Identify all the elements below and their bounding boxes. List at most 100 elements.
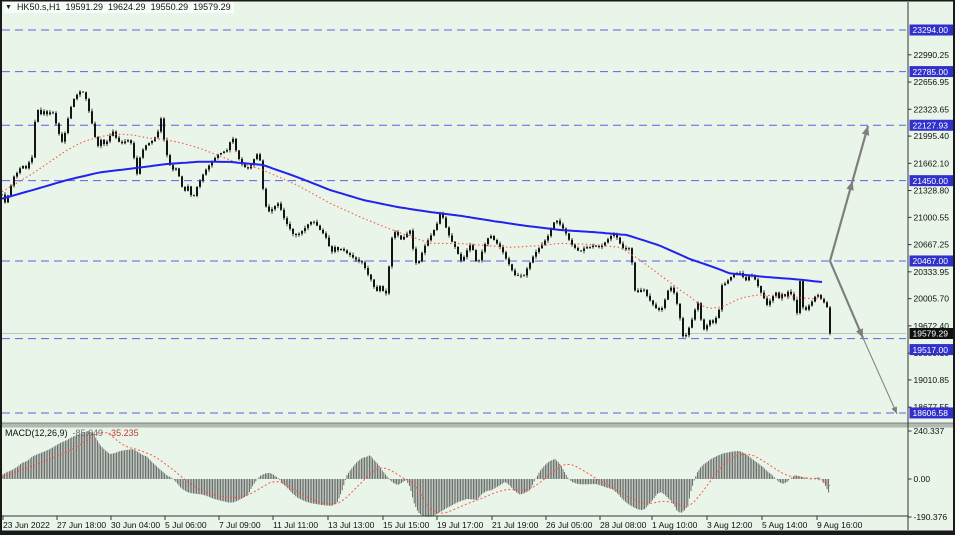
candle-body xyxy=(793,294,795,300)
candle-body xyxy=(340,248,342,251)
price-tick-label: 18677.55 xyxy=(914,402,950,412)
price-badge xyxy=(909,407,955,419)
candle-body xyxy=(607,239,609,243)
arrowhead-icon xyxy=(891,406,897,414)
candle-body xyxy=(217,154,219,158)
time-tick-label: 3 Aug 12:00 xyxy=(707,520,753,530)
candle-body xyxy=(814,296,816,302)
candle-body xyxy=(400,235,402,240)
candle-body xyxy=(79,91,81,95)
candle-body xyxy=(595,245,597,247)
candle-body xyxy=(49,112,51,115)
candle-body xyxy=(460,253,462,261)
candle-body xyxy=(343,248,345,251)
candle-body xyxy=(76,94,78,99)
ma-fast-red-dotted-line[interactable] xyxy=(1,133,823,309)
candle-body xyxy=(268,206,270,212)
time-axis[interactable]: 23 Jun 2022 27 Jun 18:00 30 Jun 04:00 5 Jul… xyxy=(2,516,863,530)
candle-body xyxy=(523,275,525,277)
down-projection-line-extension[interactable] xyxy=(862,337,898,415)
candle-body xyxy=(181,176,183,187)
candle-body xyxy=(754,275,756,280)
candle-body xyxy=(325,233,327,238)
candle-body xyxy=(283,209,285,219)
ma-slow-blue-line[interactable] xyxy=(1,160,823,283)
candle-body xyxy=(10,185,12,196)
candle-body xyxy=(457,246,459,254)
candle-body xyxy=(289,223,291,229)
candle-body xyxy=(271,209,273,212)
candle-body xyxy=(196,186,198,196)
candle-body xyxy=(514,270,516,276)
frame-left xyxy=(0,0,2,535)
candle-body xyxy=(658,308,660,311)
price-tick-label: 22323.65 xyxy=(914,104,950,114)
candle-body xyxy=(640,289,642,293)
candle-body xyxy=(148,143,150,146)
candle-body xyxy=(55,113,57,124)
price-badge xyxy=(909,327,955,339)
candle-body xyxy=(667,290,669,300)
candle-body xyxy=(646,289,648,296)
candle-body xyxy=(373,279,375,287)
candle-body xyxy=(628,248,630,250)
candle-body xyxy=(121,141,123,144)
arrowhead-icon xyxy=(856,328,863,338)
candle-body xyxy=(529,262,531,269)
up-projection-line[interactable] xyxy=(828,125,870,262)
candle-body xyxy=(85,92,87,99)
candle-body xyxy=(670,287,672,291)
candle-body xyxy=(505,252,507,259)
macd-scale-label: -190.376 xyxy=(914,512,948,522)
candle-body xyxy=(43,111,45,115)
candle-body xyxy=(211,161,213,166)
candle-body xyxy=(199,180,201,187)
candle-body xyxy=(67,118,69,133)
candle-body xyxy=(745,277,747,281)
candle-body xyxy=(136,157,138,174)
candle-body xyxy=(781,294,783,299)
candle-body xyxy=(655,304,657,309)
candle-body xyxy=(31,157,33,163)
macd-scale-label: 240.337 xyxy=(914,426,945,436)
candle-body xyxy=(382,286,384,291)
candle-body xyxy=(796,299,798,314)
price-badge xyxy=(909,255,955,267)
candle-body xyxy=(424,245,426,253)
candle-body xyxy=(346,250,348,254)
macd-indicator-label: MACD(12,26,9) -85.049 -35.235 xyxy=(5,428,139,438)
price-badge-label: 20467.00 xyxy=(913,256,949,266)
panel-separator[interactable] xyxy=(0,423,955,428)
candle-body xyxy=(478,260,480,262)
ohlc-close: 19579.29 xyxy=(193,2,231,12)
candle-body xyxy=(508,258,510,265)
candle-body xyxy=(556,220,558,223)
price-tick-label: 20667.25 xyxy=(914,240,950,250)
candle-body xyxy=(307,224,309,229)
candle-body xyxy=(118,137,120,142)
candle-body xyxy=(634,262,636,291)
candle-body xyxy=(7,195,9,203)
one-click-trading-arrow-icon[interactable]: ▼ xyxy=(5,3,12,11)
candle-body xyxy=(547,235,549,241)
candle-body xyxy=(481,251,483,261)
candle-body xyxy=(436,223,438,230)
candle-body xyxy=(577,247,579,251)
candle-body xyxy=(685,335,687,337)
level-lines xyxy=(2,29,906,414)
candle-body xyxy=(256,154,258,160)
candle-body xyxy=(820,295,822,300)
candle-body xyxy=(760,286,762,293)
macd-main-value: -85.049 xyxy=(72,428,104,438)
down-projection-line[interactable] xyxy=(828,260,865,339)
projection-arrows[interactable] xyxy=(828,125,898,415)
candle-body xyxy=(598,246,600,248)
candle-body xyxy=(487,238,489,245)
candle-body xyxy=(190,186,192,196)
price-axis[interactable]: 22990.25 22656.95 22323.65 21995.40 21662.10… xyxy=(908,24,955,523)
candle-body xyxy=(715,317,717,323)
candle-body xyxy=(406,233,408,238)
ohlc-low: 19550.29 xyxy=(150,2,189,12)
time-tick-label: 27 Jun 18:00 xyxy=(57,520,106,530)
